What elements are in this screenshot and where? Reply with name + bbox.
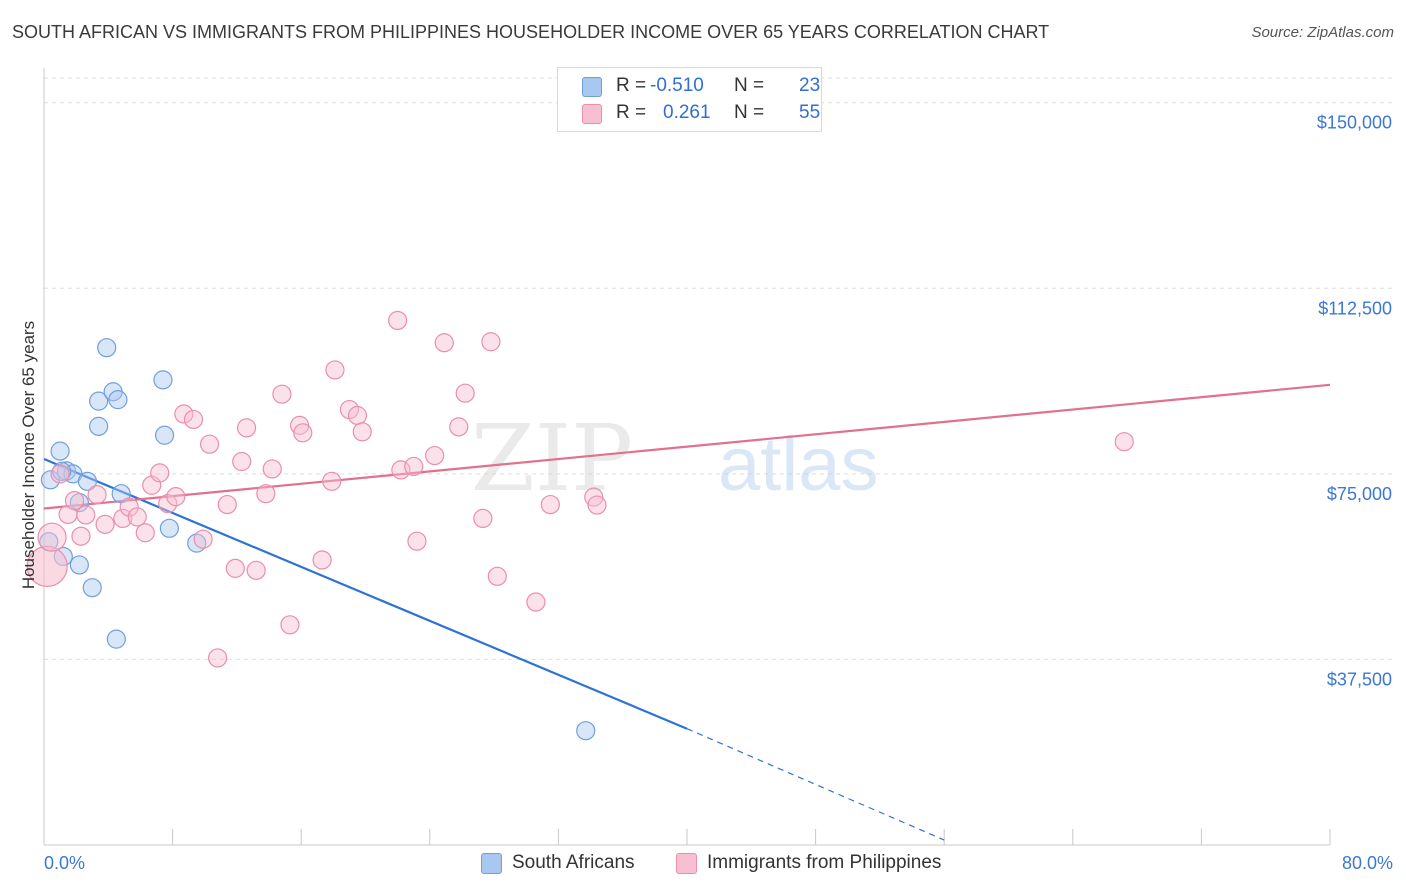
point-south-africans xyxy=(77,471,98,491)
x-tick-label-start: 0.0% xyxy=(44,853,85,873)
point-philippines xyxy=(208,648,228,668)
n-value: 55 xyxy=(799,102,821,123)
watermark: ZIP atlas xyxy=(471,405,879,512)
point-south-africans xyxy=(159,518,179,538)
n-value: 23 xyxy=(799,75,821,96)
point-philippines xyxy=(26,545,68,588)
n-label: N = xyxy=(734,75,765,96)
point-south-africans xyxy=(50,441,70,461)
point-philippines xyxy=(71,526,91,546)
watermark-zip: ZIP xyxy=(471,405,633,512)
legend-swatch xyxy=(481,853,502,874)
r-value: 0.261 xyxy=(663,102,711,123)
point-south-africans xyxy=(97,338,117,358)
y-tick-label: $75,000 xyxy=(1327,484,1392,504)
point-philippines xyxy=(487,566,507,586)
point-philippines xyxy=(236,418,257,438)
point-philippines xyxy=(481,332,501,352)
r-label: R = xyxy=(616,102,647,123)
point-philippines xyxy=(225,558,245,578)
point-philippines xyxy=(1114,432,1134,452)
point-philippines xyxy=(425,445,445,466)
x-tick-label-end: 80.0% xyxy=(1342,853,1393,873)
point-philippines xyxy=(119,497,139,517)
point-philippines xyxy=(150,463,170,483)
point-south-africans xyxy=(154,425,175,445)
point-philippines xyxy=(113,508,133,529)
chart-title: SOUTH AFRICAN VS IMMIGRANTS FROM PHILIPP… xyxy=(12,22,1050,42)
trend-line-south-africans-extension xyxy=(686,728,945,841)
point-philippines xyxy=(64,490,85,511)
point-philippines xyxy=(95,514,115,534)
point-philippines xyxy=(540,494,560,515)
y-tick-label: $112,500 xyxy=(1318,298,1392,318)
axes xyxy=(43,68,1331,846)
y-tick-label: $37,500 xyxy=(1327,669,1392,689)
data-points xyxy=(26,310,1134,741)
point-philippines xyxy=(293,423,313,443)
point-philippines xyxy=(37,522,67,552)
point-philippines xyxy=(587,495,607,515)
point-philippines xyxy=(193,529,213,549)
stats-legend: R = -0.510 N = 23 R = 0.261 N = 55 xyxy=(557,67,822,132)
point-south-africans xyxy=(106,629,126,649)
point-philippines xyxy=(280,615,300,635)
point-philippines xyxy=(232,451,252,472)
point-philippines xyxy=(388,310,408,331)
y-tick-label: $150,000 xyxy=(1317,113,1392,133)
point-philippines xyxy=(246,560,266,580)
point-philippines xyxy=(174,404,194,424)
r-label: R = xyxy=(616,75,647,96)
point-philippines xyxy=(87,485,107,505)
point-south-africans xyxy=(69,555,89,575)
point-philippines xyxy=(312,550,332,570)
legend-swatch-philippines xyxy=(582,104,602,124)
point-philippines xyxy=(256,484,276,504)
legend-label: Immigrants from Philippines xyxy=(707,852,942,873)
legend-label: South Africans xyxy=(512,852,635,873)
r-value: -0.510 xyxy=(650,75,704,96)
point-south-africans xyxy=(108,390,128,410)
point-philippines xyxy=(526,592,546,612)
point-philippines xyxy=(473,508,493,529)
point-philippines xyxy=(50,464,70,484)
point-philippines xyxy=(217,494,237,515)
point-philippines xyxy=(127,507,147,527)
point-philippines xyxy=(262,459,282,479)
point-philippines xyxy=(272,384,292,404)
point-philippines xyxy=(199,434,220,454)
n-label: N = xyxy=(734,102,765,123)
point-philippines xyxy=(183,409,204,430)
y-axis-title: Householder Income Over 65 years xyxy=(19,321,38,589)
legend-swatch-south-africans xyxy=(582,77,602,97)
point-philippines xyxy=(158,493,178,514)
watermark-atlas: atlas xyxy=(718,422,879,507)
point-philippines xyxy=(404,456,424,477)
trend-lines xyxy=(43,383,1331,841)
point-philippines xyxy=(325,360,345,380)
tick-labels: $37,500 $75,000 $112,500 $150,000 0.0% 80.0% xyxy=(44,113,1393,873)
point-philippines xyxy=(76,505,96,525)
point-philippines xyxy=(434,333,454,353)
point-south-africans xyxy=(89,416,109,436)
point-philippines xyxy=(449,417,469,437)
trend-line-philippines xyxy=(43,383,1331,510)
point-philippines xyxy=(135,523,155,543)
source-credit: Source: ZipAtlas.com xyxy=(1251,24,1394,41)
point-philippines xyxy=(166,487,186,507)
point-philippines xyxy=(322,471,342,491)
point-philippines xyxy=(347,405,368,426)
point-philippines xyxy=(407,531,427,551)
point-south-africans xyxy=(576,721,596,741)
point-south-africans xyxy=(82,578,102,598)
point-south-africans xyxy=(89,391,109,411)
legend-swatch xyxy=(676,853,697,874)
point-philippines xyxy=(455,383,475,403)
point-south-africans xyxy=(153,370,173,390)
trend-line-south-africans xyxy=(43,458,688,730)
point-philippines xyxy=(352,422,372,442)
grid-lines xyxy=(44,77,1392,660)
